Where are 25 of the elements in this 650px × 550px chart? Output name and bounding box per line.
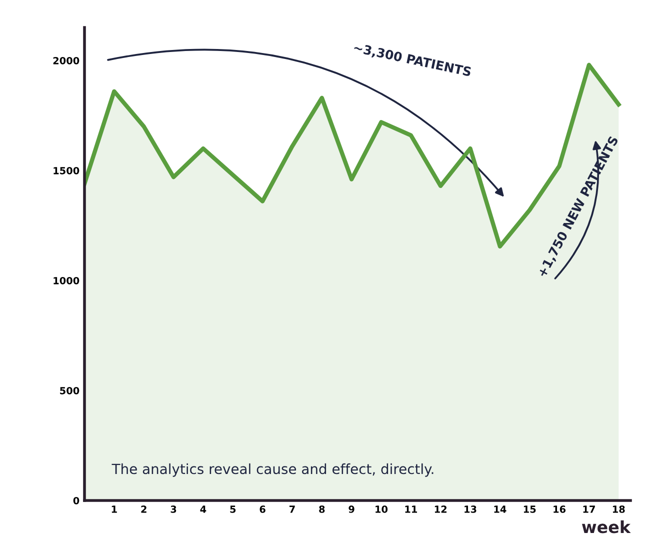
x-tick-label: 14 xyxy=(494,506,506,513)
x-tick-label: 16 xyxy=(554,506,566,513)
y-tick-label: 1000 xyxy=(54,276,80,284)
x-tick-label: 2 xyxy=(141,506,146,513)
x-tick-label: 5 xyxy=(230,506,236,513)
x-tick-label: 18 xyxy=(612,506,625,513)
x-tick-label: 13 xyxy=(464,506,476,513)
x-tick-label: 3 xyxy=(170,506,176,513)
y-tick-label: 500 xyxy=(60,386,80,394)
x-tick-label: 7 xyxy=(289,506,295,513)
x-tick-label: 17 xyxy=(583,506,595,513)
x-tick-label: 9 xyxy=(348,506,354,513)
annotation: The analytics reveal cause and effect, directly. xyxy=(112,463,434,477)
y-tick-label: 2000 xyxy=(53,56,80,64)
x-tick-label: 8 xyxy=(319,506,325,513)
y-tick-label: 0 xyxy=(73,496,80,504)
x-axis-title: week xyxy=(582,520,631,534)
x-tick-label: 10 xyxy=(376,506,388,513)
y-tick-label: 1500 xyxy=(54,166,80,174)
x-tick-label: 1 xyxy=(112,506,117,513)
x-tick-label: 6 xyxy=(260,506,266,513)
x-tick-label: 11 xyxy=(405,506,418,513)
x-tick-label: 15 xyxy=(524,506,536,513)
x-tick-label: 4 xyxy=(200,506,206,513)
x-tick-label: 12 xyxy=(434,506,447,513)
